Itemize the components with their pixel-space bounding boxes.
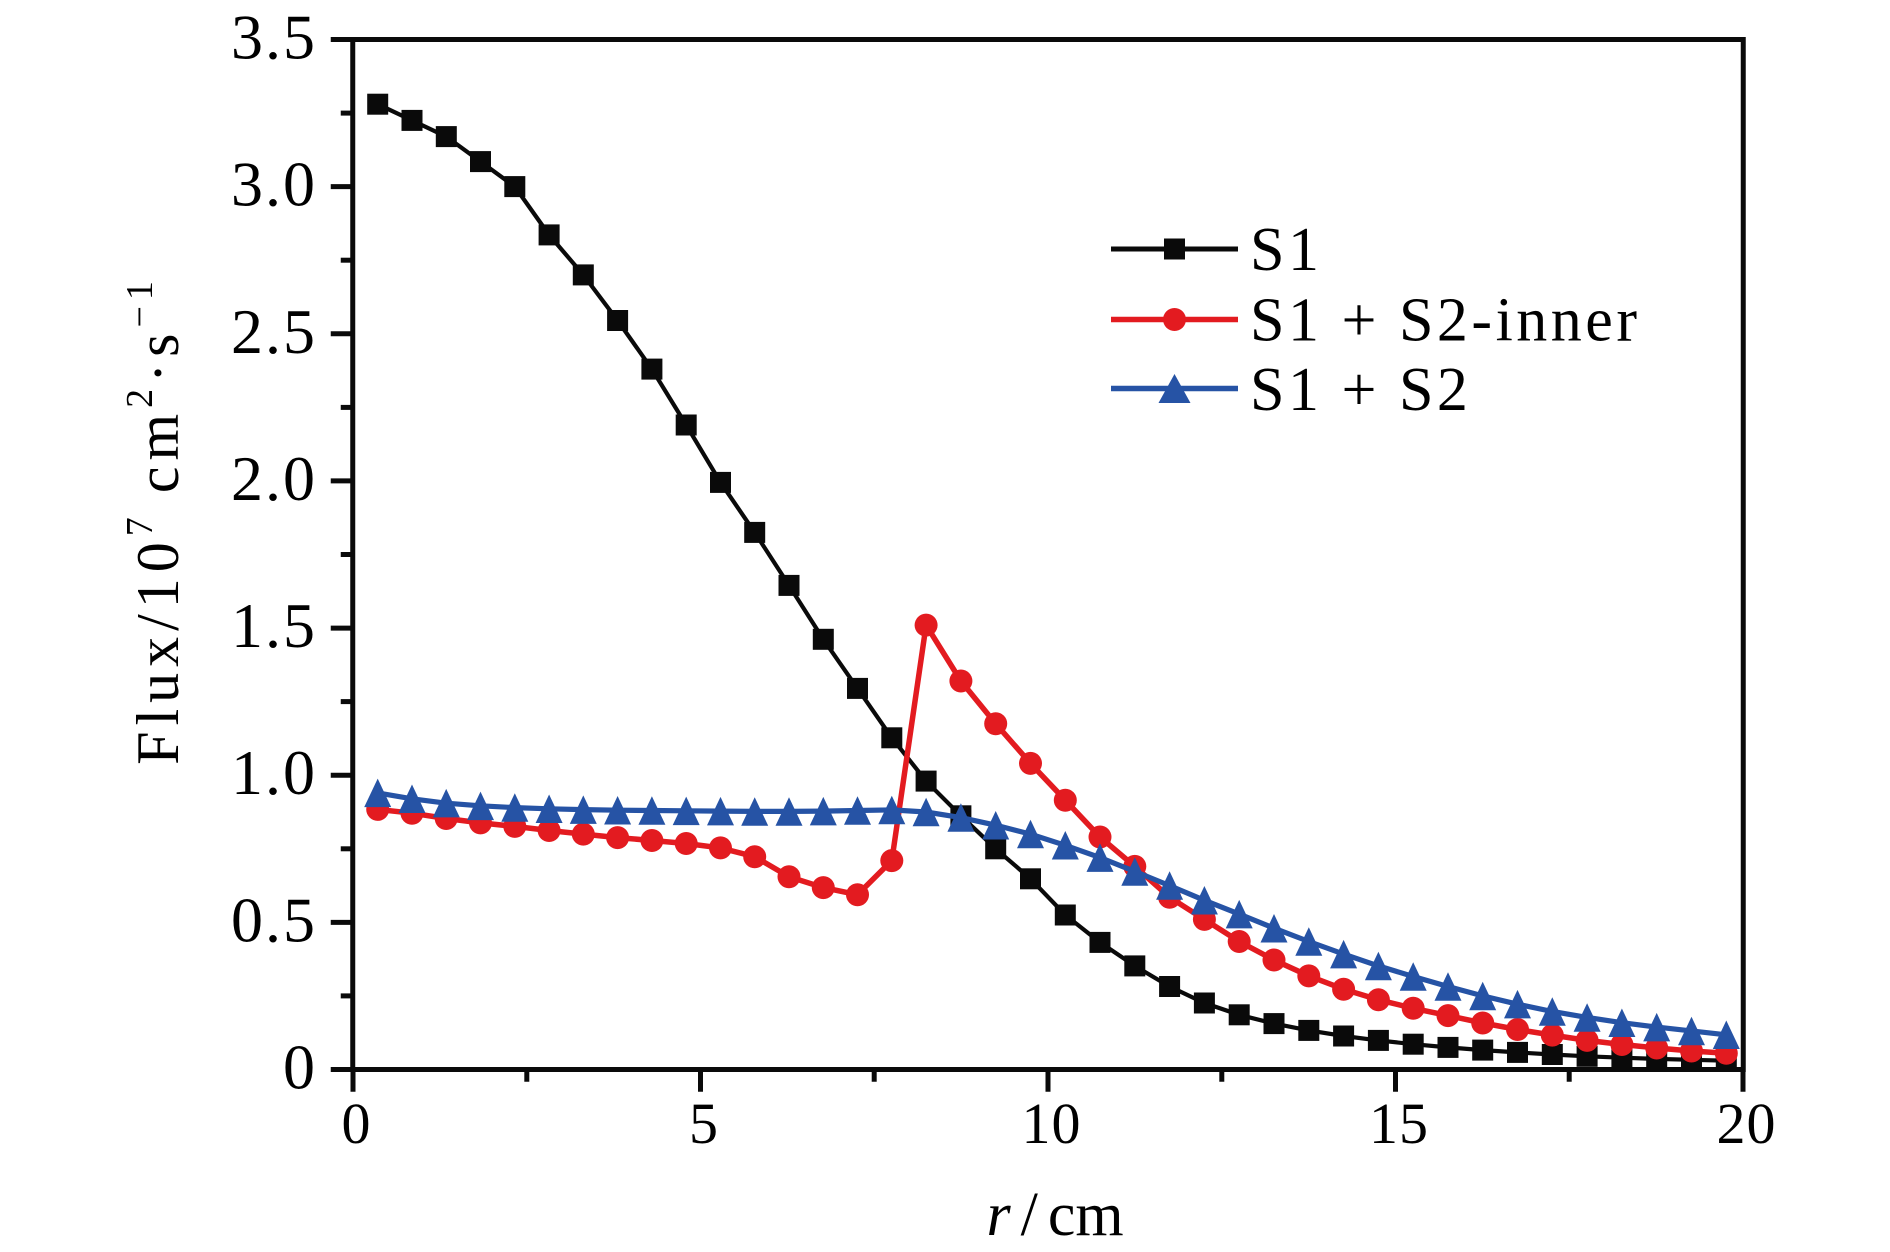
svg-text:2.5: 2.5 xyxy=(231,296,317,367)
svg-text:2.0: 2.0 xyxy=(231,443,317,514)
svg-text:S1: S1 xyxy=(1250,216,1322,284)
svg-text:1.0: 1.0 xyxy=(231,737,317,808)
svg-text:3.0: 3.0 xyxy=(231,149,317,220)
svg-text:0: 0 xyxy=(283,1032,317,1103)
svg-text:0: 0 xyxy=(342,1091,372,1156)
svg-text:10: 10 xyxy=(1022,1091,1082,1156)
svg-text:1.5: 1.5 xyxy=(231,590,317,661)
svg-text:15: 15 xyxy=(1369,1091,1429,1156)
svg-text:0.5: 0.5 xyxy=(231,884,317,955)
svg-text:S1 + S2-inner: S1 + S2-inner xyxy=(1250,287,1640,355)
svg-text:r/cm: r / cm xyxy=(986,1181,1123,1249)
svg-text:3.5: 3.5 xyxy=(231,2,317,73)
svg-text:5: 5 xyxy=(689,1091,719,1156)
svg-text:S1 + S2: S1 + S2 xyxy=(1250,356,1471,424)
svg-text:20: 20 xyxy=(1717,1091,1777,1156)
